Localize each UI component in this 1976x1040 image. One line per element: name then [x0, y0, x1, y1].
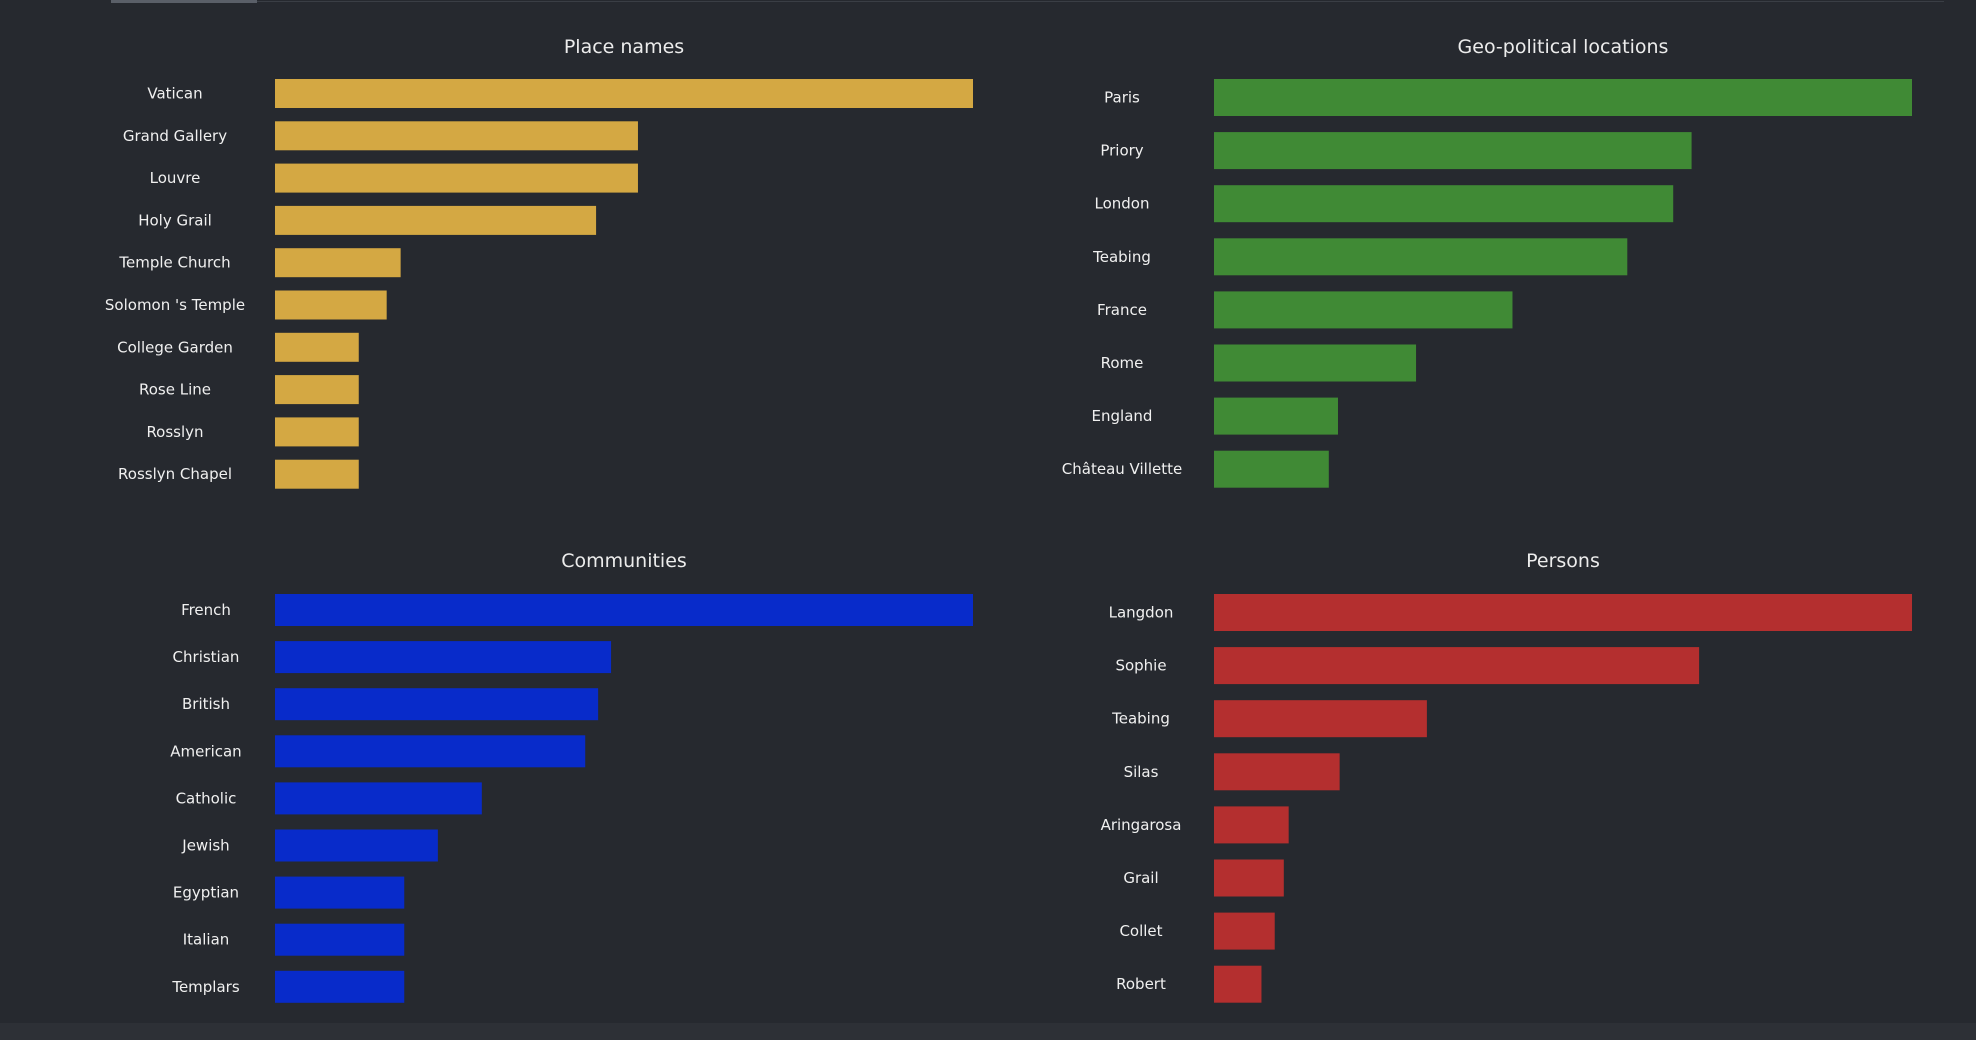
category-label-catholic: Catholic	[176, 789, 237, 807]
bar-french[interactable]	[275, 594, 973, 626]
bar-jewish[interactable]	[275, 829, 438, 862]
category-label-priory: Priory	[1100, 142, 1143, 160]
bar-templars[interactable]	[275, 970, 405, 1003]
bar-temple-church[interactable]	[275, 248, 401, 278]
category-label-rosslyn: Rosslyn	[146, 423, 203, 441]
bar-teabing[interactable]	[1214, 238, 1628, 276]
bar-vatican[interactable]	[275, 79, 973, 108]
category-label-egyptian: Egyptian	[173, 884, 239, 902]
category-label-england: England	[1092, 407, 1153, 425]
bar-british[interactable]	[275, 688, 599, 721]
bottom-bar	[0, 1023, 1976, 1040]
bar-grail[interactable]	[1214, 859, 1284, 897]
category-label-paris: Paris	[1104, 89, 1140, 107]
category-label-college-garden: College Garden	[117, 338, 233, 356]
bar-christian[interactable]	[275, 641, 612, 674]
chart-title: Place names	[564, 36, 684, 58]
chart-geo-political-locations: Geo-political locations Paris Priory London…	[1062, 36, 1912, 488]
bar-sophie[interactable]	[1214, 647, 1700, 685]
category-label-italian: Italian	[183, 931, 230, 949]
bar-chateau-villette[interactable]	[1214, 450, 1329, 488]
bar-american[interactable]	[275, 735, 586, 768]
bar-england[interactable]	[1214, 397, 1338, 435]
category-label-american: American	[170, 742, 241, 760]
bar-rosslyn[interactable]	[275, 417, 359, 447]
bar-college-garden[interactable]	[275, 332, 359, 362]
bar-robert[interactable]	[1214, 965, 1262, 1003]
bar-silas[interactable]	[1214, 753, 1340, 791]
category-label-temple-church: Temple Church	[118, 254, 230, 272]
category-label-collet: Collet	[1119, 922, 1162, 940]
bar-collet[interactable]	[1214, 912, 1275, 950]
category-label-rome: Rome	[1101, 354, 1144, 372]
bar-priory[interactable]	[1214, 132, 1692, 170]
bar-langdon[interactable]	[1214, 594, 1912, 631]
category-label-chateau-villette: Château Villette	[1062, 460, 1182, 478]
category-label-french: French	[181, 601, 231, 619]
category-label-louvre: Louvre	[150, 169, 201, 187]
bar-grand-gallery[interactable]	[275, 121, 638, 151]
category-label-teabing: Teabing	[1111, 710, 1170, 728]
category-label-rose-line: Rose Line	[139, 381, 211, 399]
bar-rosslyn-chapel[interactable]	[275, 459, 359, 489]
bar-solomon-s-temple[interactable]	[275, 290, 387, 320]
category-label-teabing: Teabing	[1092, 248, 1151, 266]
category-label-grail: Grail	[1123, 869, 1158, 887]
bar-egyptian[interactable]	[275, 876, 405, 909]
category-label-sophie: Sophie	[1115, 657, 1166, 675]
bar-holy-grail[interactable]	[275, 205, 597, 235]
category-label-british: British	[182, 695, 230, 713]
category-label-aringarosa: Aringarosa	[1101, 816, 1182, 834]
active-tab-indicator[interactable]	[111, 0, 257, 3]
category-label-christian: Christian	[173, 648, 240, 666]
chart-persons: Persons Langdon Sophie Teabing Silas Aringaro…	[1101, 550, 1912, 1003]
bar-paris[interactable]	[1214, 79, 1912, 116]
category-label-london: London	[1095, 195, 1150, 213]
category-label-holy-grail: Holy Grail	[138, 211, 212, 229]
category-label-solomon-s-temple: Solomon 's Temple	[105, 296, 245, 314]
category-label-jewish: Jewish	[181, 837, 229, 855]
category-label-templars: Templars	[171, 978, 240, 996]
chart-title: Communities	[561, 550, 687, 572]
bar-aringarosa[interactable]	[1214, 806, 1289, 844]
top-divider	[111, 1, 1944, 2]
bar-rose-line[interactable]	[275, 375, 359, 405]
bar-teabing[interactable]	[1214, 700, 1427, 738]
category-label-rosslyn-chapel: Rosslyn Chapel	[118, 465, 232, 483]
category-label-grand-gallery: Grand Gallery	[123, 127, 227, 145]
bar-italian[interactable]	[275, 923, 405, 956]
category-label-france: France	[1097, 301, 1147, 319]
chart-communities: Communities French Christian British America…	[170, 550, 973, 1003]
chart-place-names: Place names Vatican Grand Gallery Louvre Hol…	[105, 36, 973, 489]
bar-france[interactable]	[1214, 291, 1513, 329]
category-label-silas: Silas	[1124, 763, 1159, 781]
bar-london[interactable]	[1214, 185, 1674, 223]
bar-catholic[interactable]	[275, 782, 482, 815]
chart-title: Persons	[1526, 550, 1600, 572]
bar-rome[interactable]	[1214, 344, 1417, 382]
category-label-langdon: Langdon	[1109, 604, 1174, 622]
category-label-robert: Robert	[1116, 975, 1166, 993]
chart-title: Geo-political locations	[1458, 36, 1669, 58]
category-label-vatican: Vatican	[147, 85, 202, 103]
bar-louvre[interactable]	[275, 163, 638, 193]
